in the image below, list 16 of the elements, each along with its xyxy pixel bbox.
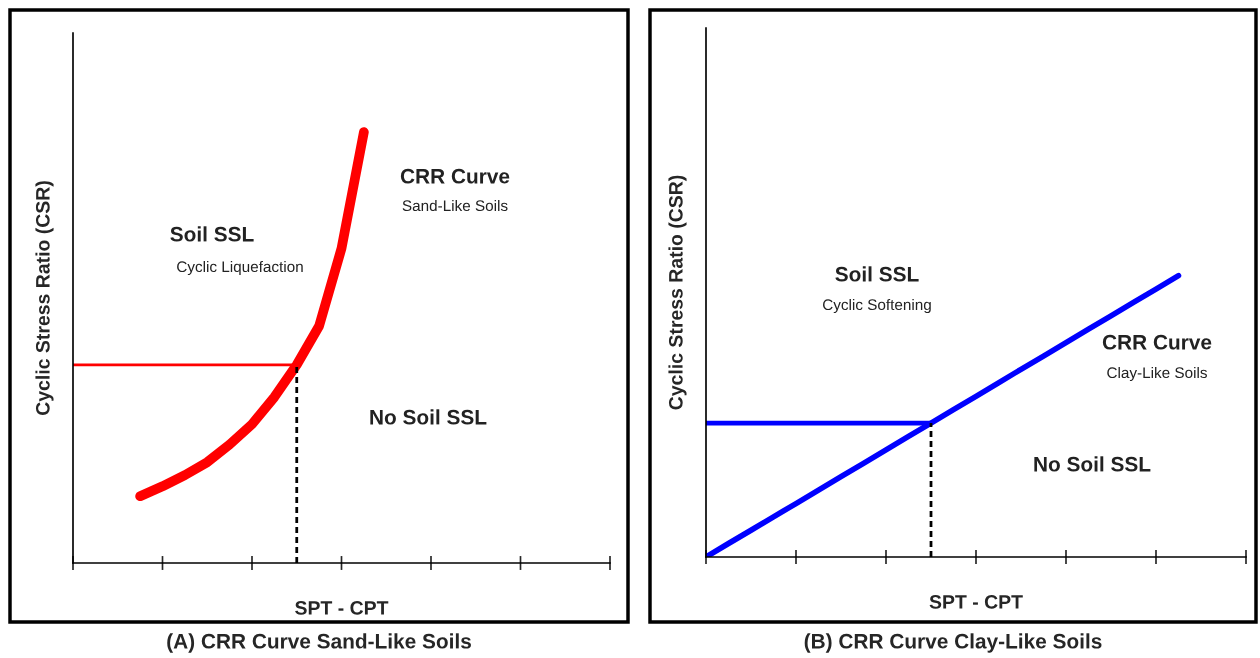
- annotation: Cyclic Softening: [823, 298, 931, 314]
- annotation: CRR Curve: [400, 168, 510, 184]
- annotation: Clay-Like Soils: [1107, 366, 1207, 382]
- annotation: Soil SSL: [170, 226, 254, 242]
- y-axis-title: Cyclic Stress Ratio (CSR): [668, 175, 687, 410]
- annotation: Soil SSL: [835, 266, 919, 282]
- annotation: Sand-Like Soils: [402, 199, 508, 212]
- y-axis-title: Cyclic Stress Ratio (CSR): [35, 181, 54, 415]
- annotation: Cyclic Liquefaction: [177, 260, 303, 276]
- annotation: No Soil SSL: [370, 409, 487, 425]
- text: (B) CRR Curve Clay-Like Soils: [804, 633, 1102, 653]
- x-axis-title: SPT - CPT: [929, 595, 1023, 609]
- text: (A) CRR Curve Sand-Like Soils: [167, 633, 471, 653]
- annotation: No Soil SSL: [1034, 456, 1151, 472]
- annotation: CRR Curve: [1102, 334, 1212, 350]
- x-axis-title: SPT - CPT: [295, 601, 389, 615]
